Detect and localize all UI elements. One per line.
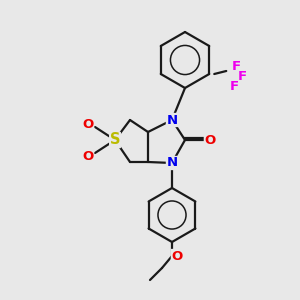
Text: O: O: [204, 134, 216, 146]
Text: O: O: [171, 250, 183, 262]
Text: F: F: [238, 70, 247, 83]
Text: O: O: [82, 118, 94, 130]
Text: N: N: [167, 113, 178, 127]
Text: S: S: [110, 133, 120, 148]
Text: F: F: [230, 80, 239, 92]
Text: N: N: [167, 157, 178, 169]
Text: O: O: [82, 149, 94, 163]
Text: F: F: [232, 59, 241, 73]
